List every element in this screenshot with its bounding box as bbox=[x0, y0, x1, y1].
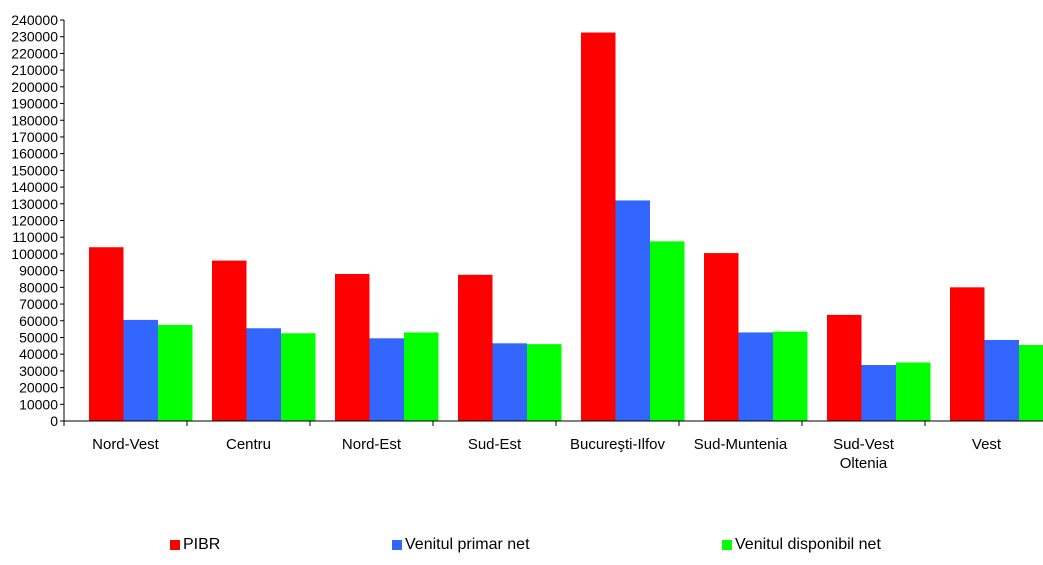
y-tick-label-180000: 180000 bbox=[11, 112, 58, 128]
bar-venitul-disponibil-net-0 bbox=[158, 324, 193, 421]
y-tick-label-80000: 80000 bbox=[19, 279, 58, 295]
legend-label-pibr: PIBR bbox=[183, 536, 221, 553]
bar-venitul-primar-net-2 bbox=[369, 338, 404, 421]
legend-label-venitul-disponibil-net: Venitul disponibil net bbox=[735, 536, 881, 553]
y-tick-label-60000: 60000 bbox=[19, 313, 58, 329]
bar-venitul-primar-net-6 bbox=[861, 365, 896, 421]
y-tick-label-150000: 150000 bbox=[11, 162, 58, 178]
legend-label-venitul-primar-net: Venitul primar net bbox=[405, 536, 530, 553]
y-tick-label-130000: 130000 bbox=[11, 196, 58, 212]
y-tick-label-140000: 140000 bbox=[11, 179, 58, 195]
y-tick-label-160000: 160000 bbox=[11, 146, 58, 162]
y-tick-label-10000: 10000 bbox=[19, 396, 58, 412]
bar-pibr-3 bbox=[458, 274, 493, 421]
x-tick-label-6: Sud-Vest bbox=[833, 436, 895, 453]
y-tick-label-190000: 190000 bbox=[11, 96, 58, 112]
y-tick-label-210000: 210000 bbox=[11, 62, 58, 78]
y-tick-label-40000: 40000 bbox=[19, 346, 58, 362]
x-tick-label-7: Vest bbox=[972, 436, 1002, 453]
y-tick-label-120000: 120000 bbox=[11, 213, 58, 229]
bar-venitul-primar-net-4 bbox=[615, 200, 650, 421]
bar-pibr-1 bbox=[212, 260, 247, 421]
bar-pibr-0 bbox=[89, 247, 124, 421]
y-tick-label-90000: 90000 bbox=[19, 263, 58, 279]
legend-swatch-pibr bbox=[170, 540, 180, 550]
x-tick-label-5: Sud-Muntenia bbox=[694, 436, 788, 453]
bar-venitul-primar-net-1 bbox=[246, 328, 281, 421]
y-tick-label-110000: 110000 bbox=[12, 229, 58, 245]
legend-item-venitul-disponibil-net: Venitul disponibil net bbox=[722, 536, 881, 554]
y-tick-label-220000: 220000 bbox=[11, 45, 58, 61]
bar-venitul-primar-net-0 bbox=[123, 319, 158, 421]
y-tick-label-30000: 30000 bbox=[19, 363, 58, 379]
legend-swatch-venitul-primar-net bbox=[392, 540, 402, 550]
bar-pibr-2 bbox=[335, 273, 370, 421]
bar-venitul-primar-net-7 bbox=[984, 339, 1019, 421]
legend-swatch-venitul-disponibil-net bbox=[722, 540, 732, 550]
x-tick-label-4: Bucureşti-Ilfov bbox=[570, 436, 666, 453]
bar-pibr-4 bbox=[581, 32, 616, 421]
y-tick-label-200000: 200000 bbox=[11, 79, 58, 95]
x-tick-label-1: Centru bbox=[226, 436, 271, 453]
x-tick-label-2: Nord-Est bbox=[342, 436, 402, 453]
bar-pibr-5 bbox=[704, 253, 739, 421]
y-tick-label-230000: 230000 bbox=[11, 29, 58, 45]
x-tick-label-6-line-1: Oltenia bbox=[840, 455, 888, 472]
y-tick-label-50000: 50000 bbox=[19, 329, 58, 345]
bar-venitul-disponibil-net-2 bbox=[404, 332, 439, 421]
y-tick-label-170000: 170000 bbox=[11, 129, 58, 145]
y-tick-label-20000: 20000 bbox=[19, 380, 58, 396]
y-tick-label-70000: 70000 bbox=[19, 296, 58, 312]
bar-venitul-disponibil-net-4 bbox=[650, 241, 685, 421]
bar-venitul-disponibil-net-5 bbox=[773, 331, 808, 421]
bar-venitul-primar-net-3 bbox=[492, 343, 527, 421]
y-tick-label-240000: 240000 bbox=[11, 12, 58, 28]
bar-pibr-7 bbox=[950, 287, 985, 421]
y-tick-label-0: 0 bbox=[50, 413, 58, 429]
bar-venitul-disponibil-net-3 bbox=[527, 344, 562, 421]
bar-venitul-disponibil-net-7 bbox=[1019, 344, 1043, 421]
legend-item-pibr: PIBR bbox=[170, 536, 220, 554]
chart-legend: PIBR Venitul primar net Venitul disponib… bbox=[0, 536, 1043, 558]
bar-venitul-primar-net-5 bbox=[738, 332, 773, 421]
bar-venitul-disponibil-net-6 bbox=[896, 362, 931, 421]
x-tick-label-0: Nord-Vest bbox=[92, 436, 160, 453]
y-tick-label-100000: 100000 bbox=[11, 246, 58, 262]
legend-item-venitul-primar-net: Venitul primar net bbox=[392, 536, 530, 554]
x-tick-label-3: Sud-Est bbox=[468, 436, 522, 453]
bar-pibr-6 bbox=[827, 314, 862, 421]
bar-venitul-disponibil-net-1 bbox=[281, 333, 316, 421]
